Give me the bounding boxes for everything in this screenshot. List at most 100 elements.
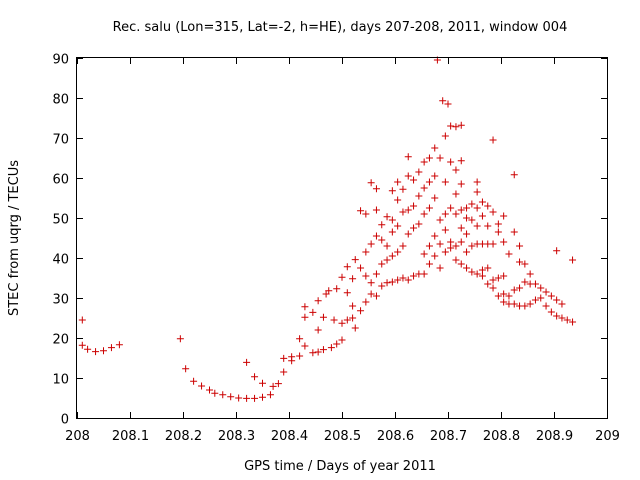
data-point <box>473 178 481 186</box>
data-point <box>431 172 439 180</box>
data-point <box>211 389 219 397</box>
data-point <box>500 272 508 280</box>
data-point <box>251 394 259 402</box>
data-point <box>404 206 412 214</box>
data-point <box>537 294 545 302</box>
data-point <box>500 212 508 220</box>
data-point <box>526 300 534 308</box>
data-point <box>420 210 428 218</box>
data-point <box>388 252 396 260</box>
data-point <box>521 278 529 286</box>
data-point <box>553 296 561 304</box>
data-point <box>478 272 486 280</box>
data-point <box>266 391 274 399</box>
data-point <box>388 278 396 286</box>
data-point <box>489 208 497 216</box>
data-point <box>457 121 465 129</box>
x-tick-label: 209 <box>595 429 620 444</box>
data-point <box>505 292 513 300</box>
data-point <box>372 185 380 193</box>
plot-frame <box>76 57 608 419</box>
data-point <box>444 100 452 108</box>
data-point <box>463 204 471 212</box>
data-point <box>182 365 190 373</box>
data-point <box>415 192 423 200</box>
data-point <box>330 316 338 324</box>
data-point <box>309 349 317 357</box>
data-point <box>468 242 476 250</box>
data-point <box>431 232 439 240</box>
data-point <box>362 248 370 256</box>
data-point <box>494 274 502 282</box>
data-point <box>447 158 455 166</box>
axis-ticks: 208 208.1 208.2 208.3 208.4 208.5 208.6 208.7 20… <box>52 53 619 445</box>
data-point <box>378 282 386 290</box>
data-point <box>394 196 402 204</box>
data-point <box>436 216 444 224</box>
data-point <box>115 341 123 349</box>
data-point <box>489 284 497 292</box>
data-point <box>235 394 243 402</box>
data-point <box>447 204 455 212</box>
x-axis-label: GPS time / Days of year 2011 <box>244 459 436 474</box>
data-point <box>452 256 460 264</box>
data-point <box>500 238 508 246</box>
data-point <box>473 188 481 196</box>
data-point <box>383 242 391 250</box>
data-point <box>542 288 550 296</box>
data-point <box>404 153 412 161</box>
data-point <box>484 264 492 272</box>
data-point <box>351 256 359 264</box>
data-point <box>436 264 444 272</box>
y-tick-label: 10 <box>52 373 69 388</box>
data-point <box>436 240 444 248</box>
data-point <box>319 313 327 321</box>
x-tick-label: 208.4 <box>271 429 308 444</box>
data-point <box>531 296 539 304</box>
data-point <box>489 136 497 144</box>
data-point <box>468 200 476 208</box>
data-point <box>457 260 465 268</box>
data-point <box>510 286 518 294</box>
x-tick-label: 208 <box>65 429 90 444</box>
data-points <box>78 56 577 402</box>
data-point <box>78 316 86 324</box>
data-point <box>314 297 322 305</box>
data-point <box>378 221 386 229</box>
data-point <box>280 368 288 376</box>
data-point <box>415 168 423 176</box>
data-point <box>338 319 346 327</box>
data-point <box>425 204 433 212</box>
data-point <box>367 179 375 187</box>
data-point <box>425 260 433 268</box>
data-point <box>251 373 259 381</box>
data-point <box>325 287 333 295</box>
data-point <box>92 348 100 356</box>
data-point <box>484 280 492 288</box>
data-point <box>372 206 380 214</box>
data-point <box>367 240 375 248</box>
y-tick-label: 30 <box>52 293 69 308</box>
data-point <box>296 352 304 360</box>
data-point <box>394 222 402 230</box>
data-point <box>404 172 412 180</box>
data-point <box>531 280 539 288</box>
data-point <box>176 335 184 343</box>
data-point <box>301 313 309 321</box>
data-point <box>269 382 277 390</box>
data-point <box>357 207 365 215</box>
y-tick-label: 50 <box>52 213 69 228</box>
data-point <box>362 298 370 306</box>
data-point <box>494 292 502 300</box>
data-point <box>510 300 518 308</box>
y-tick-label: 60 <box>52 173 69 188</box>
data-point <box>259 393 266 401</box>
data-point <box>463 214 471 222</box>
data-point <box>484 202 492 210</box>
x-tick-label: 208.3 <box>218 429 255 444</box>
x-tick-label: 208.7 <box>430 429 467 444</box>
data-point <box>399 242 407 250</box>
data-point <box>425 178 433 186</box>
data-point <box>100 347 107 355</box>
